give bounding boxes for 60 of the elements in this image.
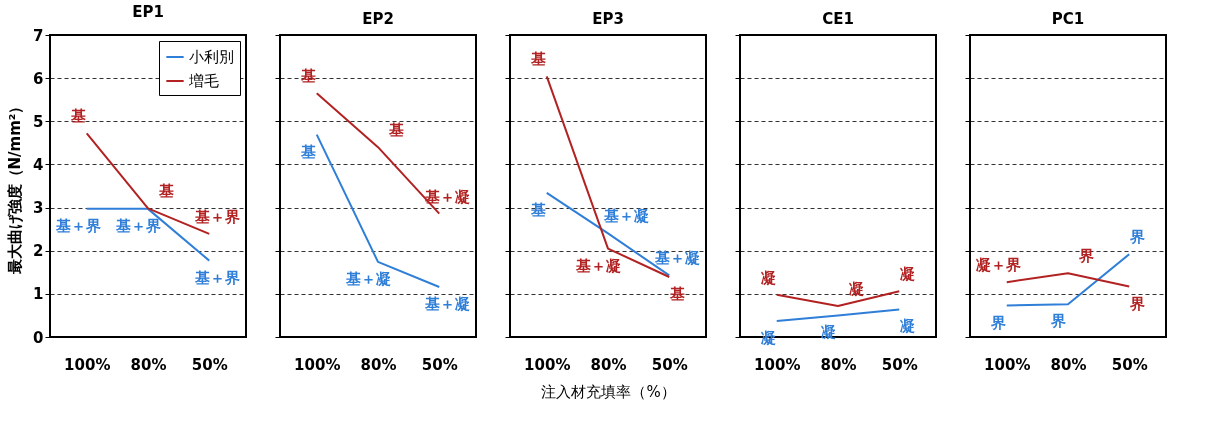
chart-title: EP2: [362, 9, 394, 28]
data-label: 基＋界: [193, 207, 240, 226]
data-label: 基: [530, 200, 547, 219]
x-tick-label: 50%: [191, 355, 228, 374]
data-label: 界: [1077, 247, 1094, 266]
data-label: 界: [1128, 228, 1145, 247]
data-label: 基: [530, 50, 547, 69]
data-label: 凝: [899, 317, 915, 336]
chart-title: EP3: [592, 9, 624, 28]
x-tick-label: 50%: [651, 355, 688, 374]
data-label: 基＋界: [55, 216, 102, 235]
y-tick-label: 5: [33, 112, 44, 131]
data-label: 基＋凝: [344, 269, 391, 288]
data-label: 基＋凝: [602, 207, 649, 226]
y-tick-label: 2: [33, 242, 44, 261]
x-tick-label: 80%: [820, 355, 857, 374]
legend-label: 小利別: [189, 48, 234, 66]
x-tick-label: 50%: [421, 355, 458, 374]
data-label: 凝: [848, 279, 864, 298]
x-tick-label: 100%: [754, 355, 801, 374]
data-label: 界: [1049, 312, 1066, 331]
y-tick-label: 3: [33, 199, 44, 218]
y-axis-title: 最大曲げ強度（N/mm²）: [6, 98, 25, 276]
x-tick-label: 80%: [360, 355, 397, 374]
chart-title: EP1: [132, 3, 164, 21]
data-label: 凝: [761, 268, 777, 287]
x-axis-title: 注入材充填率（%）: [541, 382, 676, 401]
x-tick-label: 50%: [881, 355, 918, 374]
y-tick-label: 4: [33, 155, 44, 174]
x-tick-label: 80%: [130, 355, 167, 374]
x-tick-label: 100%: [524, 355, 571, 374]
chart-title: CE1: [822, 9, 854, 28]
x-tick-label: 100%: [64, 355, 111, 374]
data-label: 基: [300, 67, 317, 86]
x-tick-label: 100%: [984, 355, 1031, 374]
data-label: 界: [1128, 294, 1145, 313]
x-tick-label: 80%: [590, 355, 627, 374]
x-tick-label: 100%: [294, 355, 341, 374]
data-label: 凝＋界: [976, 256, 1022, 275]
data-label: 界: [990, 313, 1007, 332]
data-label: 基: [157, 182, 174, 201]
data-label: 凝: [899, 265, 915, 284]
y-tick-label: 1: [33, 285, 44, 304]
data-label: 基＋凝: [574, 256, 621, 275]
y-tick-label: 0: [33, 328, 44, 347]
data-label: 基: [668, 285, 685, 304]
data-label: 基＋界: [193, 268, 240, 287]
x-tick-label: 80%: [1050, 355, 1087, 374]
x-tick-label: 50%: [1111, 355, 1148, 374]
data-label: 基: [70, 107, 87, 126]
y-tick-label: 7: [33, 26, 44, 45]
data-label: 基＋凝: [423, 187, 470, 206]
data-label: 基＋界: [114, 216, 161, 235]
legend-label: 増毛: [188, 72, 219, 90]
chart-title: PC1: [1051, 9, 1085, 28]
y-tick-label: 6: [33, 69, 44, 88]
data-label: 基＋凝: [653, 249, 700, 268]
data-label: 基: [300, 142, 317, 161]
data-label: 基＋凝: [423, 294, 470, 313]
data-label: 基: [387, 121, 404, 140]
